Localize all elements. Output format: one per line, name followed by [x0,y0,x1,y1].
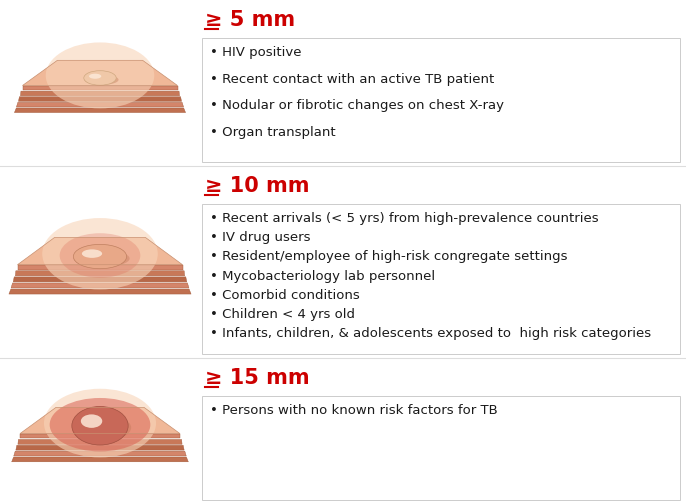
Ellipse shape [72,414,131,441]
Text: • Resident/employee of high-risk congregate settings: • Resident/employee of high-risk congreg… [210,250,567,264]
Ellipse shape [43,218,158,290]
Polygon shape [23,60,178,86]
Text: • Recent contact with an active TB patient: • Recent contact with an active TB patie… [210,73,494,86]
Ellipse shape [84,71,116,85]
Text: • Children < 4 yrs old: • Children < 4 yrs old [210,308,355,321]
Bar [202,396,680,500]
Polygon shape [23,86,178,90]
Ellipse shape [81,414,102,428]
Text: • Comorbid conditions: • Comorbid conditions [210,289,359,302]
Ellipse shape [49,398,150,452]
Ellipse shape [73,250,130,267]
Text: ≥ 15 mm: ≥ 15 mm [205,368,309,388]
Ellipse shape [82,249,102,258]
Polygon shape [16,102,184,107]
Text: ≥ 10 mm: ≥ 10 mm [205,176,309,196]
Polygon shape [9,289,191,294]
Ellipse shape [72,407,128,445]
Polygon shape [18,265,182,270]
Bar [202,38,680,162]
Bar [202,204,680,354]
Polygon shape [20,407,180,433]
Ellipse shape [60,233,141,278]
Text: • HIV positive: • HIV positive [210,46,302,59]
Polygon shape [16,446,184,450]
Polygon shape [19,97,182,101]
Text: • Nodular or fibrotic changes on chest X-ray: • Nodular or fibrotic changes on chest X… [210,99,504,112]
Ellipse shape [73,244,127,269]
Polygon shape [12,457,189,462]
Polygon shape [18,237,182,265]
Polygon shape [13,277,187,282]
Ellipse shape [84,75,119,85]
Text: • Infants, children, & adolescents exposed to  high risk categories: • Infants, children, & adolescents expos… [210,327,651,340]
Polygon shape [14,108,185,112]
Ellipse shape [44,389,156,458]
Text: ≥ 5 mm: ≥ 5 mm [205,10,295,30]
Text: • Persons with no known risk factors for TB: • Persons with no known risk factors for… [210,404,498,417]
Text: • IV drug users: • IV drug users [210,231,311,244]
Text: • Organ transplant: • Organ transplant [210,125,335,139]
Polygon shape [14,451,186,456]
Text: • Mycobacteriology lab personnel: • Mycobacteriology lab personnel [210,270,435,283]
Polygon shape [11,283,189,288]
Text: • Recent arrivals (< 5 yrs) from high-prevalence countries: • Recent arrivals (< 5 yrs) from high-pr… [210,212,599,225]
Polygon shape [21,91,180,96]
Ellipse shape [89,74,102,79]
Polygon shape [18,439,182,445]
Polygon shape [20,433,180,438]
Polygon shape [15,271,185,276]
Ellipse shape [46,42,154,108]
